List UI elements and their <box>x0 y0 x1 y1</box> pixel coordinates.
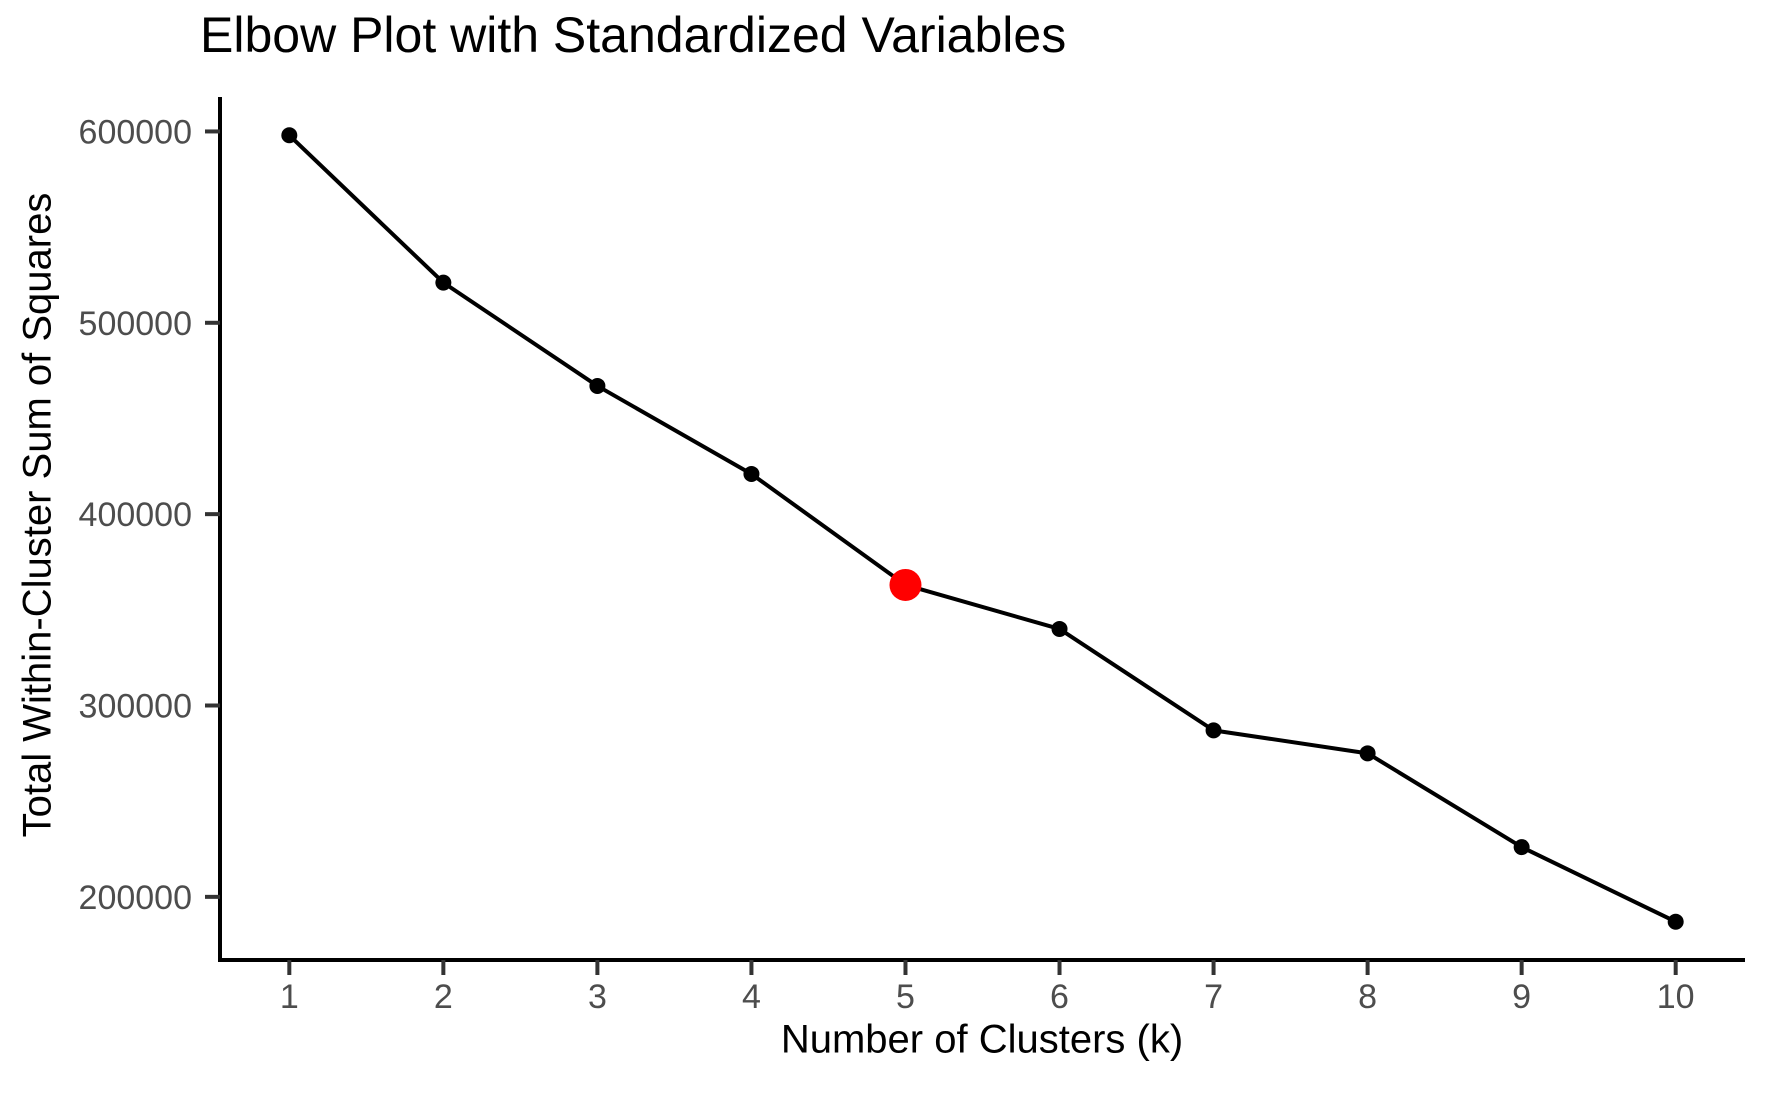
data-point <box>1051 620 1068 637</box>
data-point <box>281 127 298 144</box>
series-line <box>287 133 1678 924</box>
chart-title: Elbow Plot with Standardized Variables <box>200 7 1067 63</box>
y-tick-label: 400000 <box>79 496 192 534</box>
data-point <box>1205 722 1222 739</box>
x-tick-label: 1 <box>280 978 299 1016</box>
x-tick-label: 8 <box>1358 978 1377 1016</box>
y-axis-title: Total Within-Cluster Sum of Squares <box>15 192 60 838</box>
x-tick-label: 3 <box>588 978 607 1016</box>
x-tick-label: 2 <box>434 978 453 1016</box>
x-tick-label: 10 <box>1657 978 1695 1016</box>
x-tick-label: 4 <box>742 978 761 1016</box>
x-tick-label: 9 <box>1512 978 1531 1016</box>
y-tick-label: 500000 <box>79 305 192 343</box>
data-point <box>743 465 760 482</box>
x-tick-label: 7 <box>1204 978 1223 1016</box>
x-tick-label: 6 <box>1050 978 1069 1016</box>
y-tick-label: 300000 <box>79 688 192 726</box>
x-axis-title: Number of Clusters (k) <box>780 1017 1184 1062</box>
data-point <box>435 274 452 291</box>
data-point <box>1513 839 1530 856</box>
data-point <box>1667 913 1684 930</box>
y-tick-label: 200000 <box>79 879 192 917</box>
data-point <box>589 377 606 394</box>
x-tick-label: 5 <box>896 978 915 1016</box>
y-tick-label: 600000 <box>79 113 192 151</box>
highlighted-data-point <box>889 568 922 601</box>
data-point <box>1359 745 1376 762</box>
